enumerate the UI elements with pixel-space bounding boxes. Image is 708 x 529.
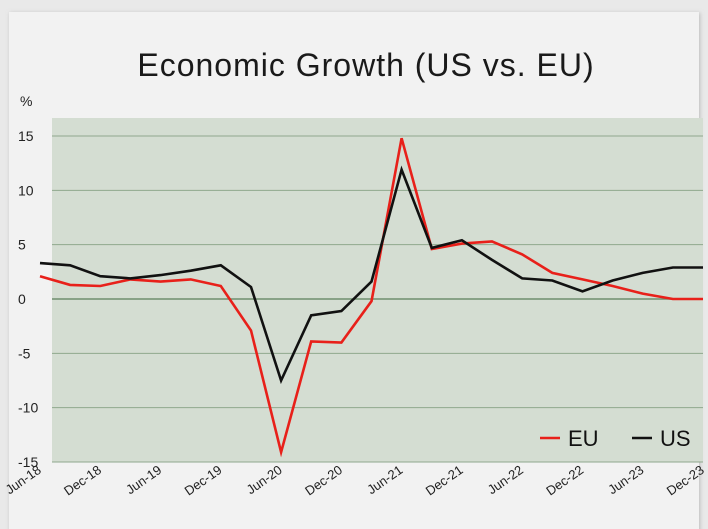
- y-axis-label: %: [20, 93, 32, 109]
- y-tick-label: -15: [18, 454, 38, 470]
- y-axis-ticks: 15 10 5 0 -5 -10 -15: [18, 128, 38, 470]
- legend-label-us: US: [660, 426, 691, 451]
- plot-area: [52, 118, 703, 462]
- series-line-us: [39, 165, 703, 385]
- y-tick-label: 15: [18, 128, 34, 144]
- y-tick-label: 10: [18, 182, 34, 198]
- series-lines: [39, 137, 703, 458]
- gridlines: [52, 135, 703, 463]
- legend: EU US: [540, 426, 691, 451]
- series-line-eu: [39, 137, 703, 458]
- y-tick-label: -5: [18, 345, 31, 361]
- chart-title: Economic Growth (US vs. EU): [137, 47, 594, 83]
- legend-label-eu: EU: [568, 426, 599, 451]
- y-tick-label: -10: [18, 400, 38, 416]
- y-tick-label: 0: [18, 291, 26, 307]
- y-tick-label: 5: [18, 237, 26, 253]
